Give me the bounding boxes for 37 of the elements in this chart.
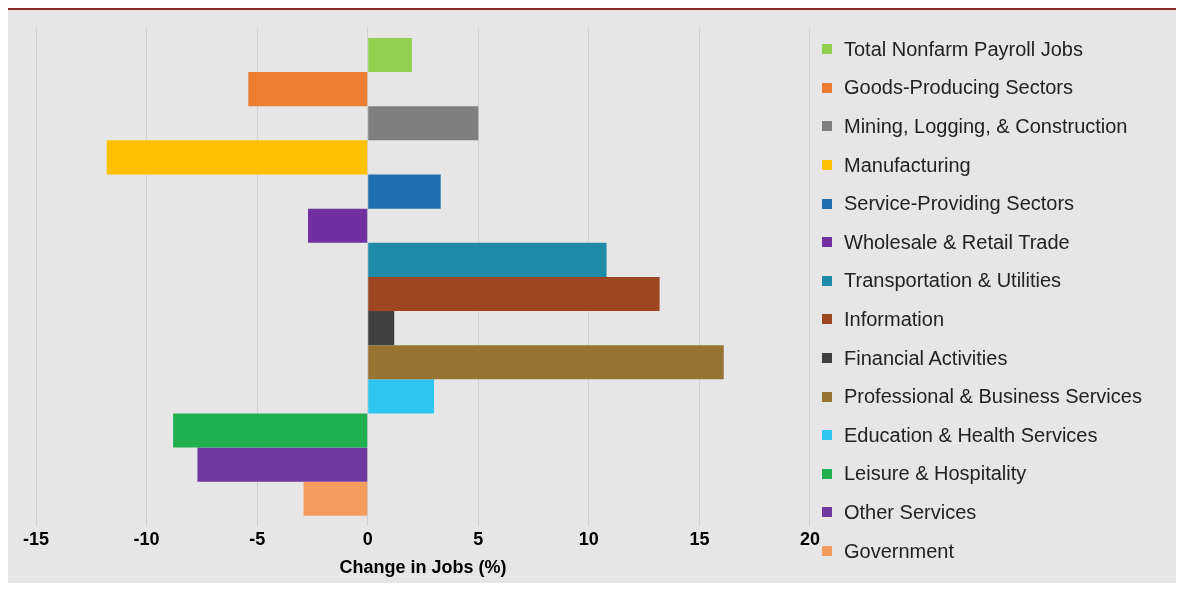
bar (173, 413, 368, 448)
x-tick-label: -5 (249, 528, 266, 549)
bar (368, 106, 479, 141)
x-tick-label: 5 (473, 528, 484, 549)
x-tick-label: -10 (133, 528, 160, 549)
bar (248, 72, 368, 107)
legend-label: Mining, Logging, & Construction (844, 114, 1128, 138)
legend-label: Transportation & Utilities (844, 269, 1062, 293)
legend-label: Wholesale & Retail Trade (844, 230, 1070, 254)
x-tick-label: 15 (689, 528, 710, 549)
legend-label: Information (844, 307, 945, 331)
legend-label: Service-Providing Sectors (844, 192, 1075, 216)
bar (368, 311, 395, 346)
legend-label: Government (844, 539, 955, 563)
legend-label: Financial Activities (844, 346, 1008, 370)
bar (308, 208, 368, 243)
bar (368, 379, 435, 414)
bar (368, 242, 607, 277)
bar (368, 174, 441, 209)
legend-label: Education & Health Services (844, 423, 1098, 447)
x-tick-label: -15 (22, 528, 50, 549)
x-tick-label: 10 (578, 528, 599, 549)
bar (303, 481, 368, 516)
legend-label: Other Services (844, 500, 977, 524)
legend-label: Professional & Business Services (844, 385, 1142, 409)
bar (197, 447, 368, 482)
x-tick-label: 0 (362, 528, 373, 549)
bar (368, 37, 412, 73)
legend-label: Total Nonfarm Payroll Jobs (844, 37, 1083, 61)
bar (368, 276, 660, 312)
bar (368, 345, 724, 380)
x-axis-title: Change in Jobs (%) (339, 557, 507, 578)
legend-label: Goods-Producing Sectors (844, 76, 1074, 100)
legend-label: Leisure & Hospitality (844, 462, 1027, 486)
x-tick-label: 20 (799, 528, 820, 549)
legend-label: Manufacturing (844, 153, 971, 177)
bar (106, 140, 368, 175)
